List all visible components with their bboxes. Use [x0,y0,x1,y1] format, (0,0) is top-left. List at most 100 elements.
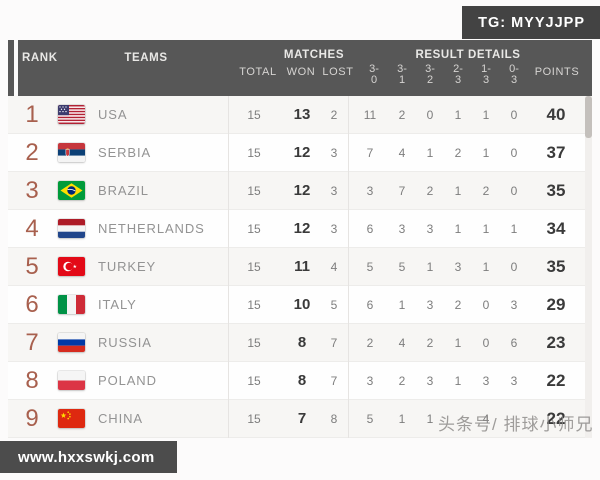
column-header-lost: LOST [322,66,354,78]
team-name: ITALY [98,297,137,312]
won-cell: 12 [293,182,311,199]
scrollbar-thumb[interactable] [585,96,592,138]
result-cell-3-2: 0 [426,107,434,122]
table-header: RANK TEAMS MATCHES RESULT DETAILS TOTAL … [18,40,592,96]
result-cell-3-2: 2 [426,335,434,350]
table-row: 4 NETHERLANDS 15 12 3 6 3 3 1 1 1 34 [8,210,585,248]
result-cell-0-3: 0 [510,183,518,198]
result-cell-0-3: 0 [510,145,518,160]
flag-netherlands-icon [58,219,85,238]
table-row: 6 ITALY 15 10 5 6 1 3 2 0 3 29 [8,286,585,324]
column-header-points: POINTS [534,66,580,78]
team-cell: BRAZIL [56,181,220,200]
result-cell-3-1: 5 [398,259,406,274]
tg-badge-label: TG: MYYJJPP [478,14,585,31]
rank-cell: 2 [25,138,39,166]
website-badge: www.hxxswkj.com [0,441,177,473]
rank-cell: 3 [25,176,39,204]
result-cell-3-0: 6 [366,297,374,312]
column-header-result-3-1: 3- 1 [397,63,407,86]
header-accent-bar [8,40,14,96]
result-cell-0-3: 0 [510,107,518,122]
result-cell-3-0: 5 [366,411,374,426]
lost-cell: 5 [330,297,338,312]
points-cell: 22 [546,408,566,428]
flag-russia-icon [58,333,85,352]
column-separator [228,96,229,438]
team-cell: SERBIA [56,143,220,162]
team-name: USA [98,107,128,122]
flag-brazil-icon [58,181,85,200]
result-cell-2-3: 1 [454,335,462,350]
total-cell: 15 [247,373,261,388]
result-cell-3-1: 2 [398,373,406,388]
scrollbar-track[interactable] [585,96,592,438]
result-cell-1-3: 1 [482,107,490,122]
lost-cell: 8 [330,411,338,426]
column-header-result-2-3: 2- 3 [453,63,463,86]
lost-cell: 3 [330,221,338,236]
column-group-matches: MATCHES [283,49,345,61]
rank-cell: 6 [25,290,39,318]
result-cell-3-2: 1 [426,259,434,274]
table-row: 3 BRAZIL 15 12 3 3 7 2 1 2 0 35 [8,172,585,210]
result-cell-3-0: 3 [366,183,374,198]
team-name: CHINA [98,411,143,426]
result-cell-3-2: 2 [426,183,434,198]
column-header-total: TOTAL [239,66,277,78]
result-cell-2-3: 1 [454,183,462,198]
result-cell-2-3: 2 [454,297,462,312]
table-row: 7 RUSSIA 15 8 7 2 4 2 1 0 6 23 [8,324,585,362]
result-cell-2-3: 2 [454,145,462,160]
column-separator [348,96,349,438]
total-cell: 15 [247,183,261,198]
won-cell: 7 [297,410,307,427]
result-cell-1-3: 1 [482,221,490,236]
flag-poland-icon [58,371,85,390]
result-cell-2-3: 1 [454,373,462,388]
result-cell-3-0: 3 [366,373,374,388]
total-cell: 15 [247,335,261,350]
column-header-rank: RANK [22,52,58,64]
rank-cell: 8 [25,366,39,394]
rank-cell: 9 [25,404,39,432]
team-cell: TURKEY [56,257,220,276]
tg-badge: TG: MYYJJPP [462,6,600,39]
points-cell: 37 [546,142,566,162]
lost-cell: 3 [330,183,338,198]
rank-cell: 1 [25,100,39,128]
total-cell: 15 [247,107,261,122]
table-row: 8 POLAND 15 8 7 3 2 3 1 3 3 22 [8,362,585,400]
team-cell: RUSSIA [56,333,220,352]
result-cell-3-1: 4 [398,145,406,160]
points-cell: 22 [546,370,566,390]
points-cell: 34 [546,218,566,238]
column-header-result-3-2: 3- 2 [425,63,435,86]
result-cell-0-3: 3 [510,373,518,388]
result-cell-3-2: 3 [426,297,434,312]
rank-cell: 5 [25,252,39,280]
result-cell-1-3: 3 [482,373,490,388]
result-cell-0-3: 1 [510,221,518,236]
rank-cell: 4 [25,214,39,242]
result-cell-2-3: 3 [454,259,462,274]
won-cell: 12 [293,144,311,161]
result-cell-0-3: 0 [510,259,518,274]
team-cell: NETHERLANDS [56,219,220,238]
won-cell: 13 [293,106,311,123]
result-cell-1-3: 1 [482,145,490,160]
result-cell-1-3: 4 [482,411,490,426]
flag-china-icon [58,409,85,428]
won-cell: 8 [297,372,307,389]
points-cell: 35 [546,180,566,200]
team-name: POLAND [98,373,157,388]
result-cell-3-1: 1 [398,411,406,426]
lost-cell: 7 [330,373,338,388]
team-name: RUSSIA [98,335,152,350]
table-row: 9 CHINA 15 7 8 5 1 1 4 22 [8,400,585,438]
total-cell: 15 [247,411,261,426]
team-name: SERBIA [98,145,152,160]
result-cell-2-3: 1 [454,221,462,236]
points-cell: 29 [546,294,566,314]
won-cell: 11 [294,258,310,275]
